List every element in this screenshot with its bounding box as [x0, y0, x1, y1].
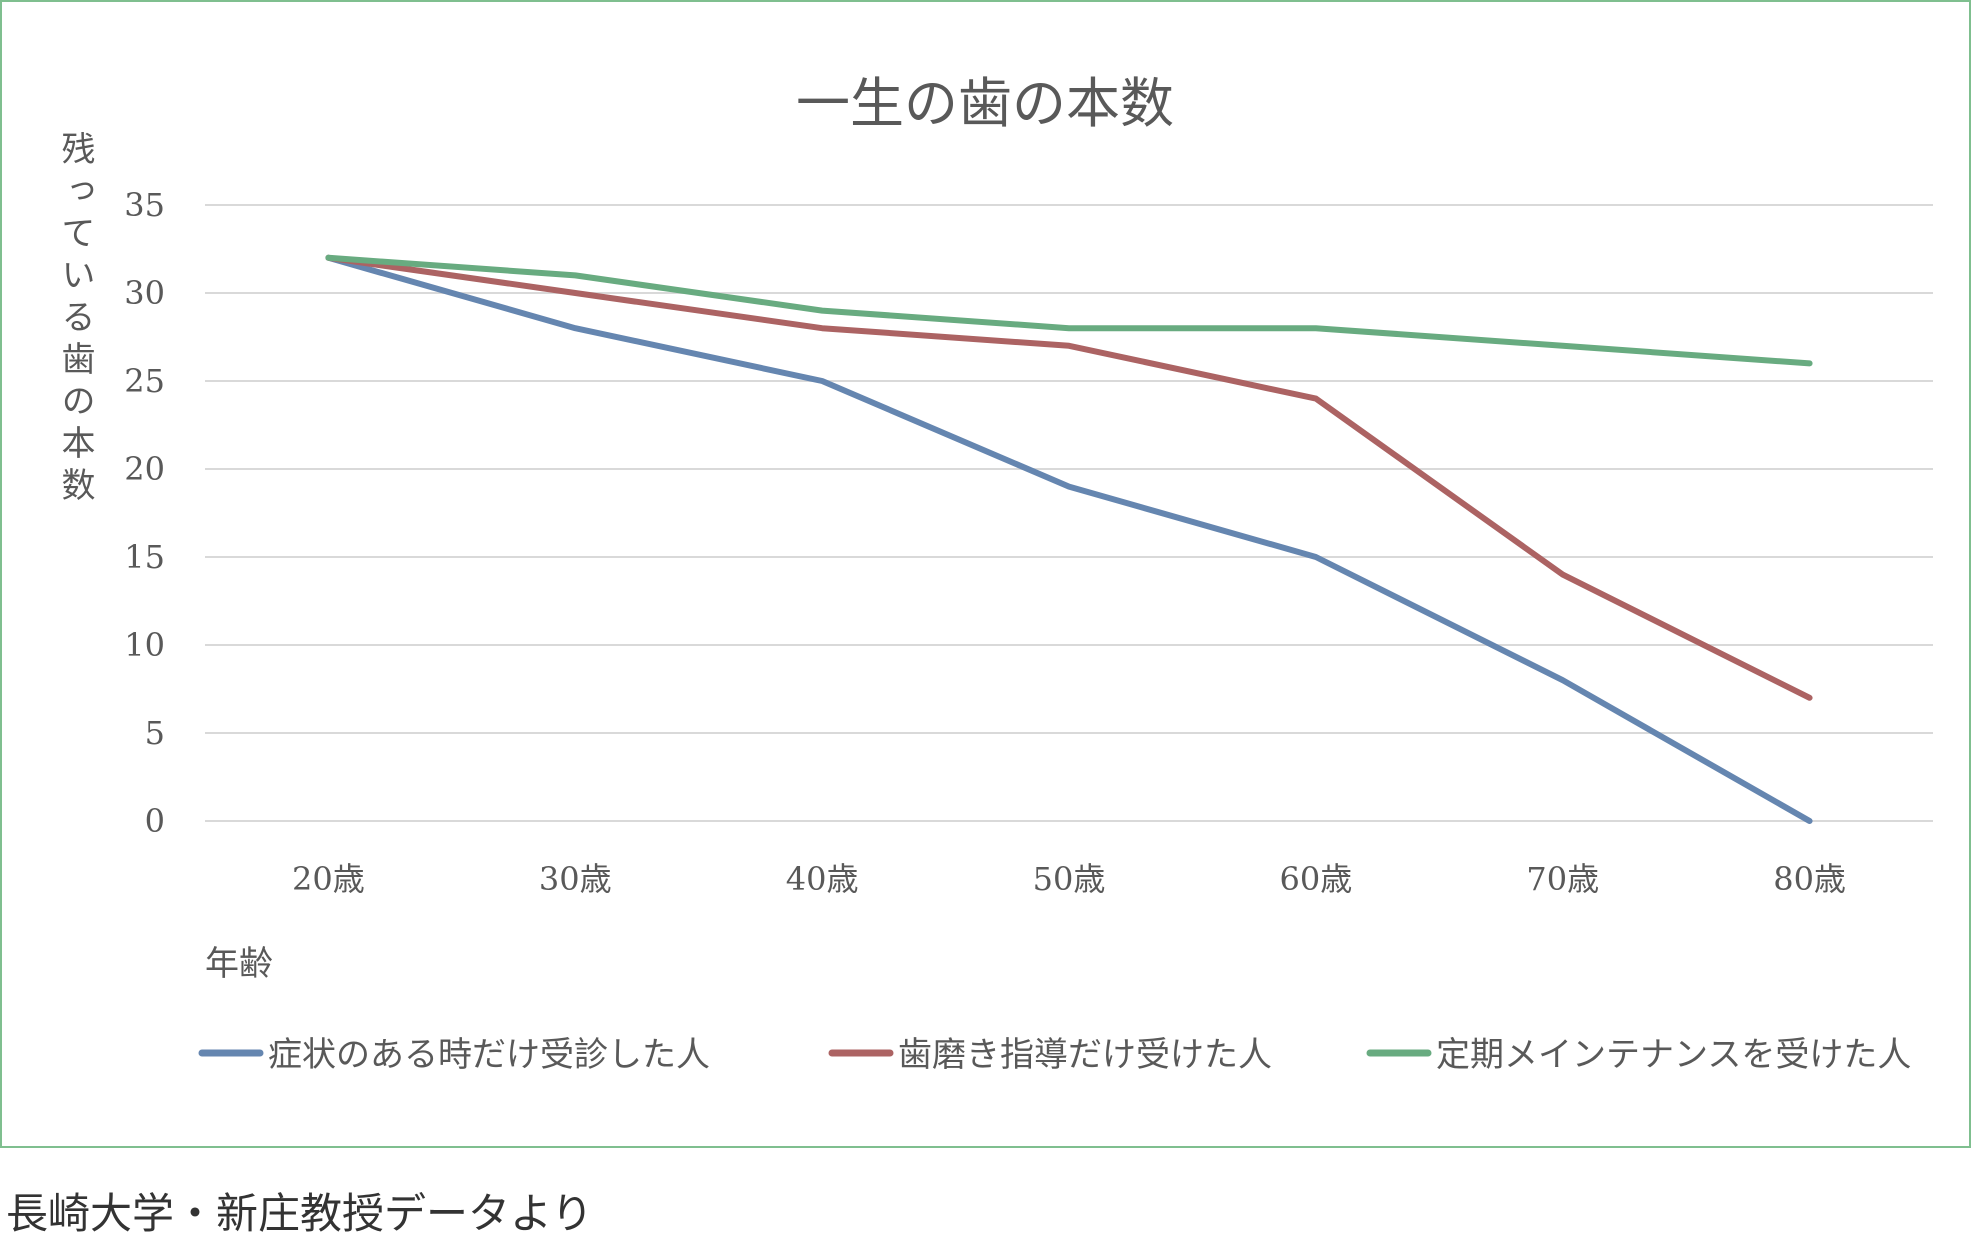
- y-tick-label: 10: [124, 626, 165, 664]
- legend-label: 定期メインテナンスを受けた人: [1436, 1035, 1911, 1075]
- y-tick-label: 0: [145, 802, 165, 840]
- y-tick-label: 20: [124, 450, 165, 488]
- x-tick-label: 70歳: [1526, 860, 1599, 898]
- y-tick-label: 35: [124, 186, 165, 224]
- y-tick-label: 5: [145, 714, 165, 752]
- chart-title: 一生の歯の本数: [796, 72, 1174, 135]
- y-tick-label: 25: [124, 362, 165, 400]
- x-tick-label: 40歳: [786, 860, 859, 898]
- series-line-1: [328, 258, 1809, 821]
- y-tick-label: 15: [124, 538, 165, 576]
- x-tick-label: 50歳: [1033, 860, 1106, 898]
- y-axis-title: 残っている歯の本数: [55, 131, 95, 509]
- legend-label: 歯磨き指導だけ受けた人: [898, 1035, 1272, 1075]
- x-tick-label: 30歳: [539, 860, 612, 898]
- source-note: 長崎大学・新庄教授データより: [6, 1180, 593, 1241]
- x-tick-label: 20歳: [292, 860, 365, 898]
- legend-label: 症状のある時だけ受診した人: [268, 1035, 710, 1075]
- x-tick-label: 80歳: [1773, 860, 1846, 898]
- x-axis-title: 年齢: [205, 944, 273, 984]
- x-tick-label: 60歳: [1279, 860, 1352, 898]
- line-chart: 一生の歯の本数 0 5 10 15 20 25 30 35 20歳 30歳 40歳 50歳 60歳 70歳 8…: [0, 0, 1971, 1150]
- y-tick-label: 30: [124, 274, 165, 312]
